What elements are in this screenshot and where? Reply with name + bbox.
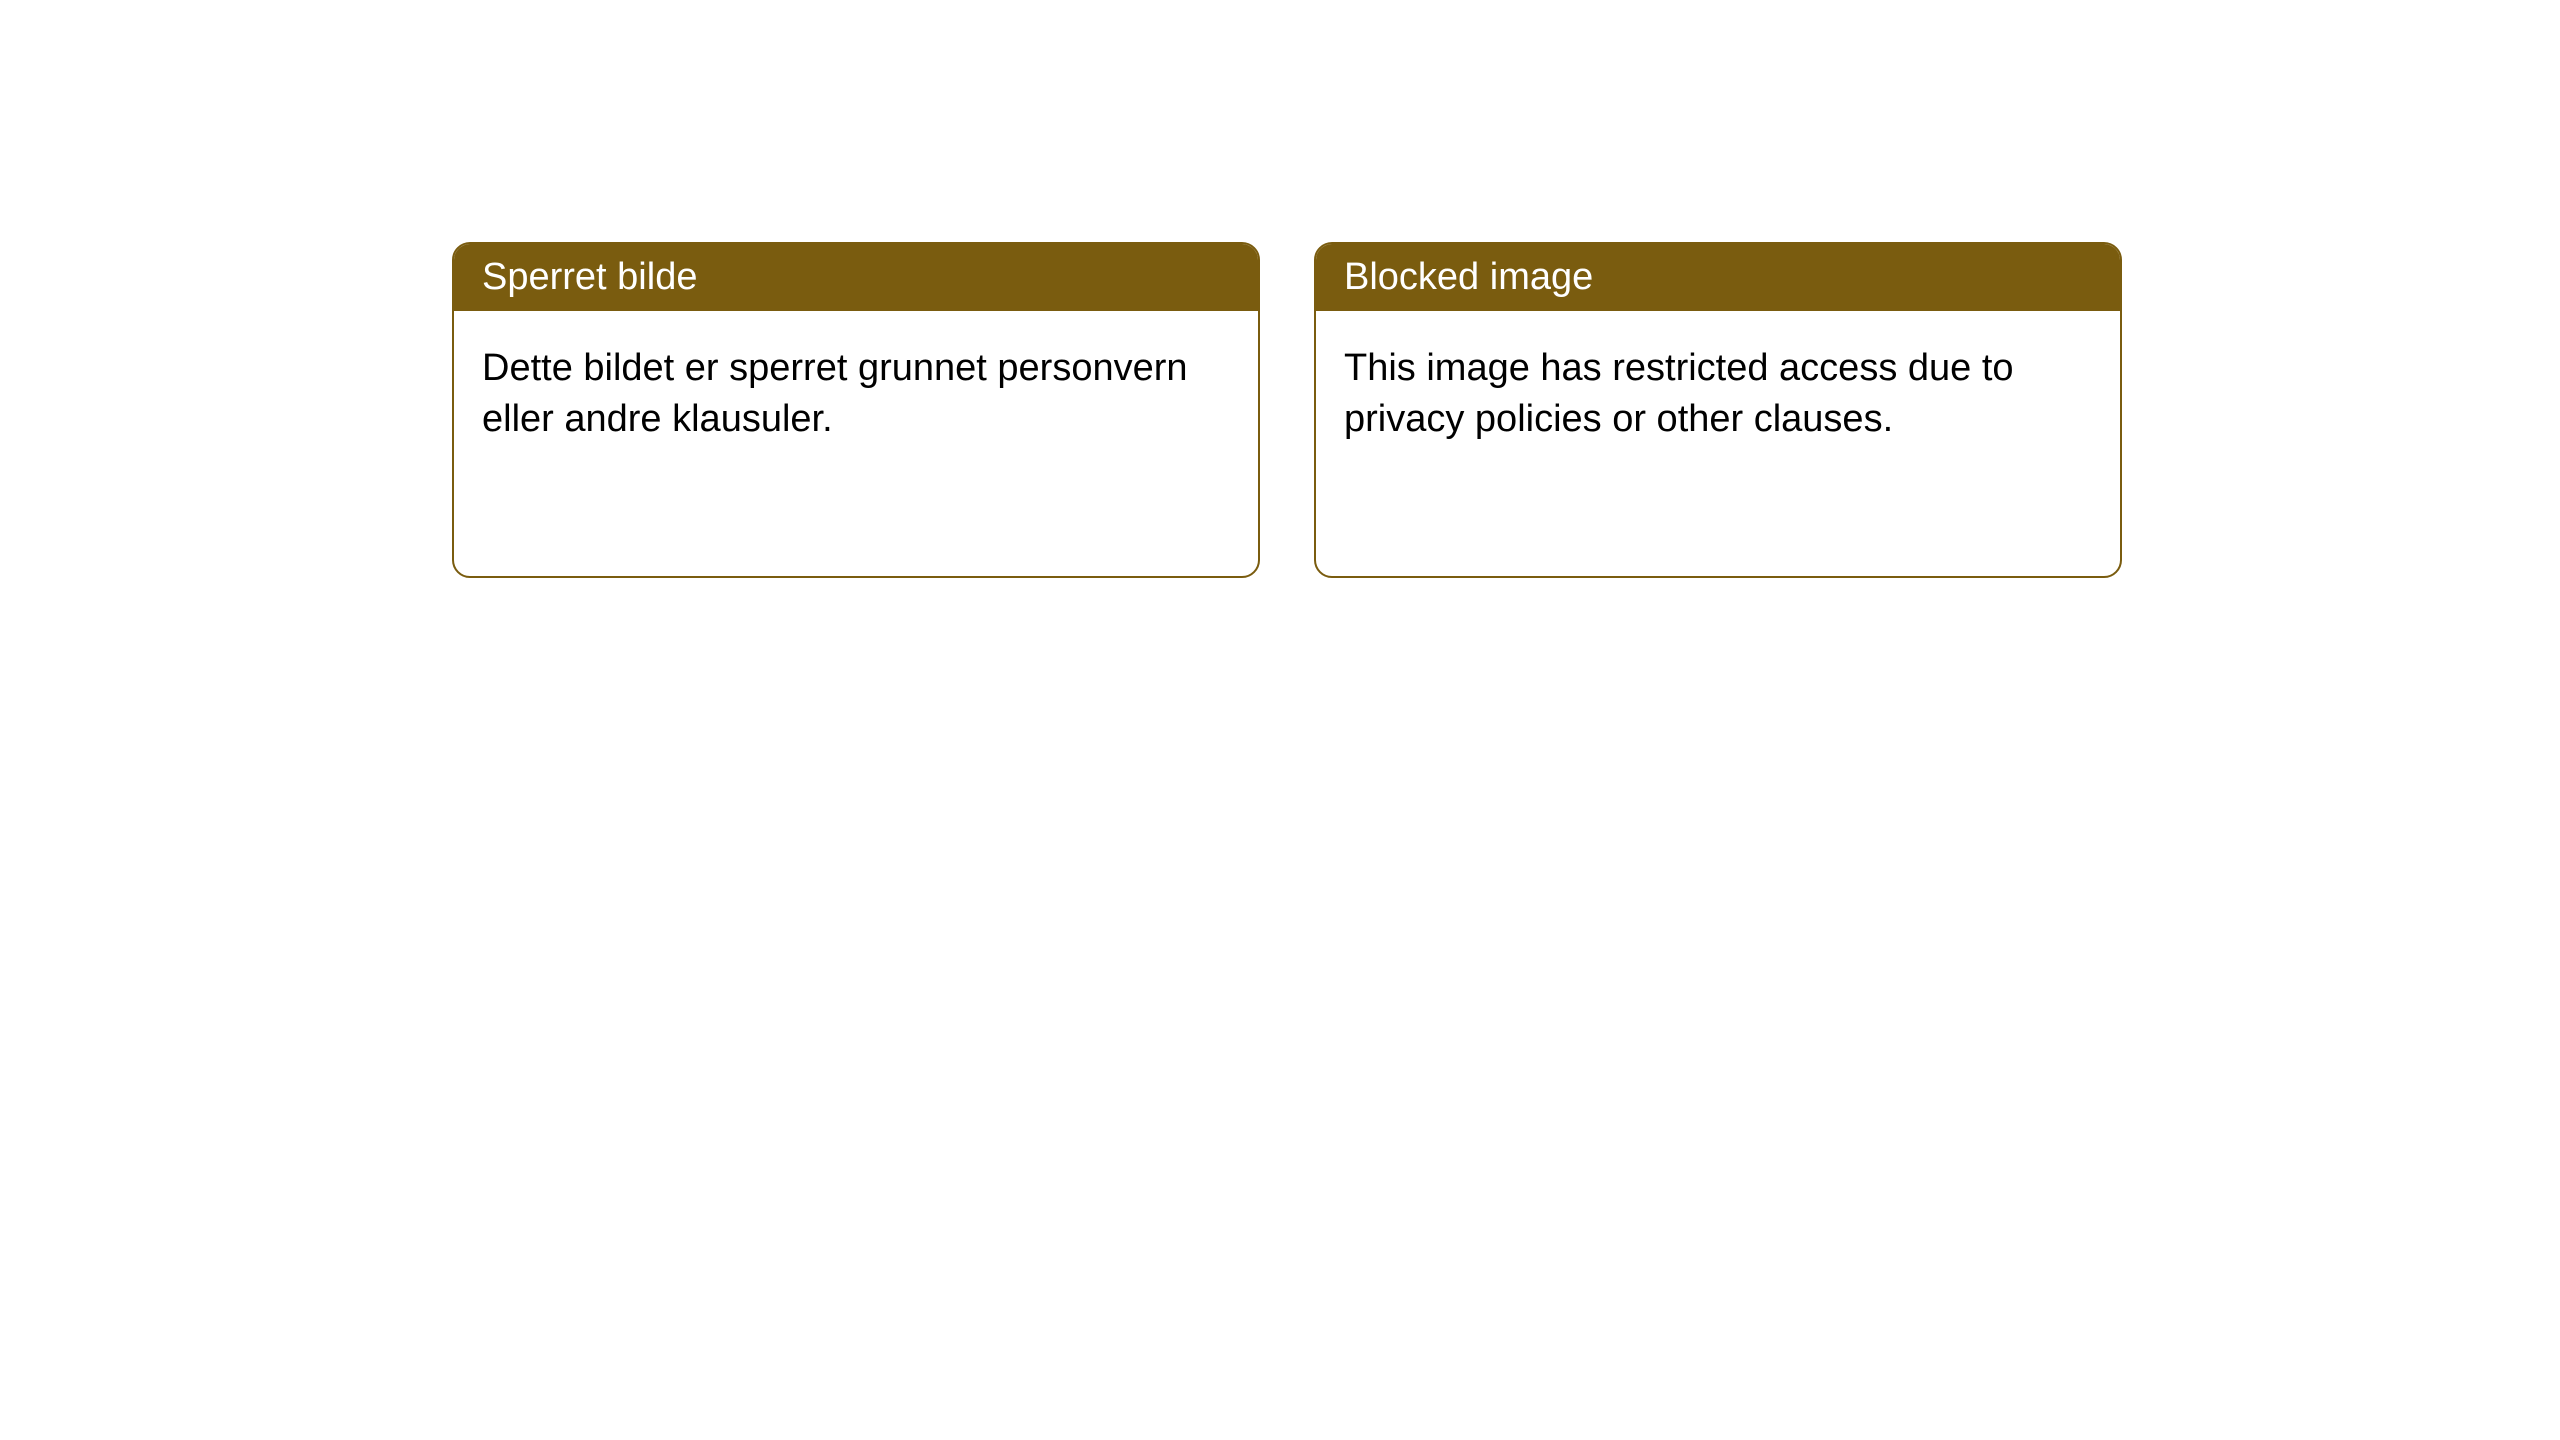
card-title: Sperret bilde bbox=[482, 256, 697, 298]
notice-card-norwegian: Sperret bilde Dette bildet er sperret gr… bbox=[452, 242, 1260, 578]
card-body-text: Dette bildet er sperret grunnet personve… bbox=[482, 347, 1188, 440]
notice-card-english: Blocked image This image has restricted … bbox=[1314, 242, 2122, 578]
notice-container: Sperret bilde Dette bildet er sperret gr… bbox=[0, 0, 2560, 578]
card-body: This image has restricted access due to … bbox=[1316, 311, 2120, 478]
card-title: Blocked image bbox=[1344, 256, 1593, 298]
card-header: Blocked image bbox=[1316, 244, 2120, 311]
card-body-text: This image has restricted access due to … bbox=[1344, 347, 2014, 440]
card-body: Dette bildet er sperret grunnet personve… bbox=[454, 311, 1258, 478]
card-header: Sperret bilde bbox=[454, 244, 1258, 311]
